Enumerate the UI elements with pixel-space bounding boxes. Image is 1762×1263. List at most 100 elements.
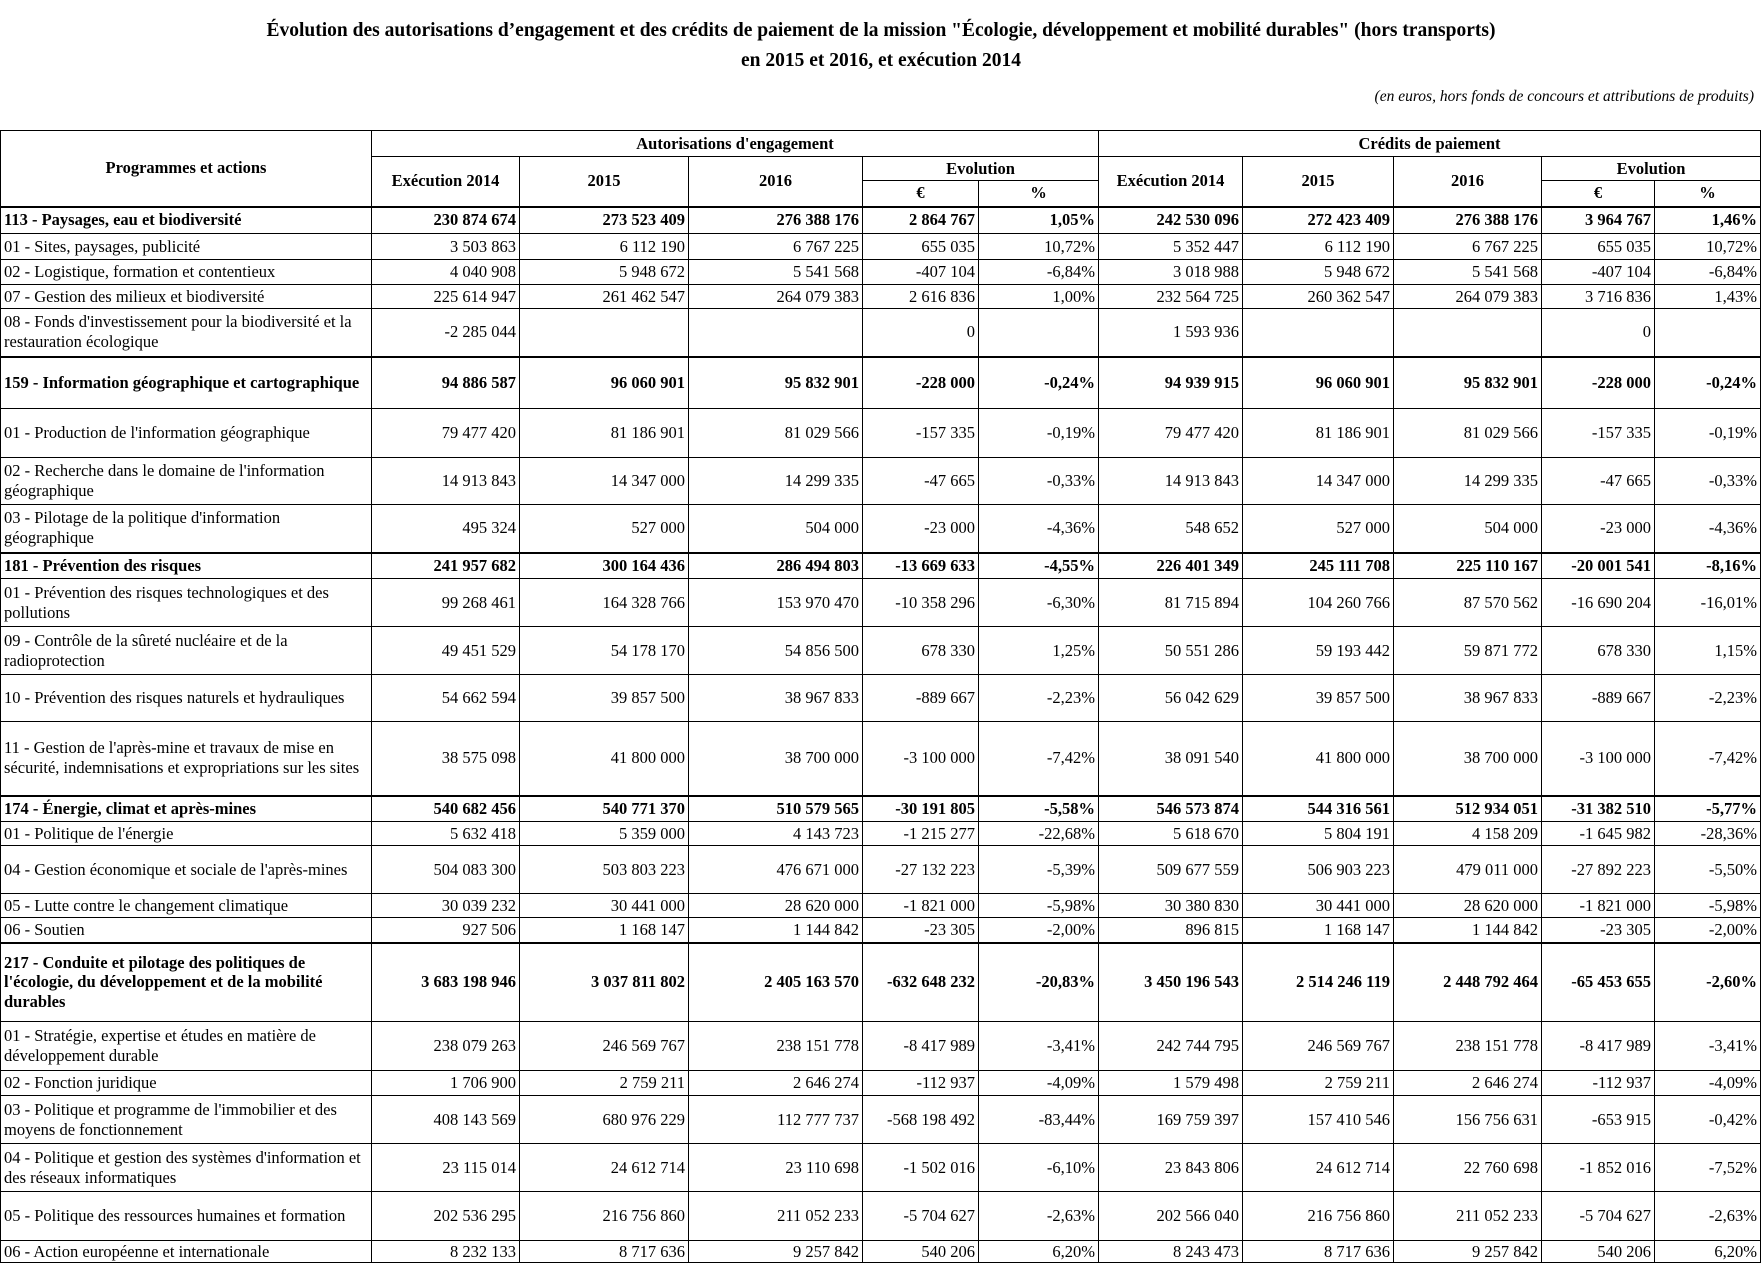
cell: 8 717 636 bbox=[1242, 1240, 1395, 1263]
cell: 1,25% bbox=[977, 626, 1100, 675]
cell: 95 832 901 bbox=[688, 356, 863, 409]
row-label: 01 - Politique de l'énergie bbox=[0, 821, 372, 846]
action-row: 02 - Fonction juridique 1 706 900 2 759 21… bbox=[0, 1070, 1762, 1096]
action-row: 01 - Prévention des risques technologiqu… bbox=[0, 578, 1762, 627]
cell: 655 035 bbox=[1541, 233, 1656, 260]
cell: -5,58% bbox=[977, 795, 1100, 822]
cell: -653 915 bbox=[1541, 1095, 1656, 1144]
cell: 23 115 014 bbox=[371, 1143, 520, 1192]
cell: -28,36% bbox=[1654, 821, 1762, 846]
cell: -0,24% bbox=[1654, 356, 1762, 409]
row-label: 01 - Production de l'information géograp… bbox=[0, 408, 372, 458]
row-label: 06 - Soutien bbox=[0, 917, 372, 943]
program-row: 217 - Conduite et pilotage des politique… bbox=[0, 942, 1762, 1022]
cell: 1,00% bbox=[977, 284, 1100, 309]
cell: -112 937 bbox=[1541, 1070, 1656, 1096]
cell: -1 502 016 bbox=[862, 1143, 979, 1192]
cell: -8 417 989 bbox=[1541, 1021, 1656, 1071]
unit-header: % bbox=[977, 180, 1100, 207]
cell: 8 243 473 bbox=[1098, 1240, 1244, 1263]
cell: 54 178 170 bbox=[519, 626, 689, 675]
cell: 99 268 461 bbox=[371, 578, 520, 627]
cell: 1 579 498 bbox=[1098, 1070, 1244, 1096]
row-label: 04 - Politique et gestion des systèmes d… bbox=[0, 1143, 372, 1192]
cell: -407 104 bbox=[862, 259, 979, 285]
row-label: 11 - Gestion de l'après-mine et travaux … bbox=[0, 721, 372, 796]
cell: 14 347 000 bbox=[1242, 457, 1395, 505]
cell: 202 536 295 bbox=[371, 1191, 520, 1241]
cell: 8 717 636 bbox=[519, 1240, 689, 1263]
row-label: 03 - Politique et programme de l'immobil… bbox=[0, 1095, 372, 1144]
cell: 5 948 672 bbox=[519, 259, 689, 285]
cell: -3 100 000 bbox=[862, 721, 979, 796]
cell: 54 662 594 bbox=[371, 674, 520, 722]
cell: 261 462 547 bbox=[519, 284, 689, 309]
action-row: 05 - Lutte contre le changement climatiq… bbox=[0, 893, 1762, 918]
cell: -4,09% bbox=[1654, 1070, 1762, 1096]
cell: 81 186 901 bbox=[519, 408, 689, 458]
unit-header: % bbox=[1654, 180, 1762, 207]
cell: 2 514 246 119 bbox=[1242, 942, 1395, 1022]
cell: 14 913 843 bbox=[371, 457, 520, 505]
cell: 5 352 447 bbox=[1098, 233, 1244, 260]
cell: 216 756 860 bbox=[1242, 1191, 1395, 1241]
cell: 273 523 409 bbox=[519, 206, 689, 234]
row-label: 05 - Lutte contre le changement climatiq… bbox=[0, 893, 372, 918]
row-label: 02 - Logistique, formation et contentieu… bbox=[0, 259, 372, 285]
cell: 264 079 383 bbox=[688, 284, 863, 309]
cell: -4,55% bbox=[977, 552, 1100, 579]
cell: -0,42% bbox=[1654, 1095, 1762, 1144]
action-row: 11 - Gestion de l'après-mine et travaux … bbox=[0, 721, 1762, 796]
cell: 246 569 767 bbox=[1242, 1021, 1395, 1071]
cell bbox=[1654, 308, 1762, 357]
cell: 2 448 792 464 bbox=[1393, 942, 1543, 1022]
cell: 156 756 631 bbox=[1393, 1095, 1543, 1144]
cell: -0,33% bbox=[977, 457, 1100, 505]
row-label: 159 - Information géographique et cartog… bbox=[0, 356, 372, 409]
cell: 276 388 176 bbox=[688, 206, 863, 234]
cell bbox=[977, 308, 1100, 357]
cell: 59 871 772 bbox=[1393, 626, 1543, 675]
action-row: 01 - Politique de l'énergie 5 632 418 5 35… bbox=[0, 821, 1762, 846]
cell: 504 000 bbox=[688, 504, 863, 553]
title-line: Évolution des autorisations d’engagement… bbox=[266, 20, 1496, 41]
cell: 81 029 566 bbox=[1393, 408, 1543, 458]
cell: 22 760 698 bbox=[1393, 1143, 1543, 1192]
cell: 5 618 670 bbox=[1098, 821, 1244, 846]
cell: 38 700 000 bbox=[1393, 721, 1543, 796]
action-row: 03 - Politique et programme de l'immobil… bbox=[0, 1095, 1762, 1144]
cell: -3 100 000 bbox=[1541, 721, 1656, 796]
cell: -3,41% bbox=[977, 1021, 1100, 1071]
column-header: 2016 bbox=[1393, 156, 1543, 207]
cell: -4,36% bbox=[977, 504, 1100, 553]
cell: 1 168 147 bbox=[519, 917, 689, 943]
cell: -1 852 016 bbox=[1541, 1143, 1656, 1192]
cell: 5 804 191 bbox=[1242, 821, 1395, 846]
cell: 5 359 000 bbox=[519, 821, 689, 846]
row-label: 04 - Gestion économique et sociale de l'… bbox=[0, 845, 372, 894]
cell: 10,72% bbox=[977, 233, 1100, 260]
action-row: 10 - Prévention des risques naturels et … bbox=[0, 674, 1762, 722]
cell: 238 151 778 bbox=[688, 1021, 863, 1071]
cell: 479 011 000 bbox=[1393, 845, 1543, 894]
cell: 38 700 000 bbox=[688, 721, 863, 796]
cell: 24 612 714 bbox=[1242, 1143, 1395, 1192]
cell: -157 335 bbox=[862, 408, 979, 458]
cell: 81 715 894 bbox=[1098, 578, 1244, 627]
cell: 242 530 096 bbox=[1098, 206, 1244, 234]
cell: 5 541 568 bbox=[688, 259, 863, 285]
cell bbox=[519, 308, 689, 357]
cell: 0 bbox=[862, 308, 979, 357]
cell: 264 079 383 bbox=[1393, 284, 1543, 309]
cell: -6,30% bbox=[977, 578, 1100, 627]
group-header: Crédits de paiement bbox=[1098, 130, 1762, 157]
cell: 9 257 842 bbox=[688, 1240, 863, 1263]
row-header: Programmes et actions bbox=[0, 130, 372, 207]
row-label: 08 - Fonds d'investissement pour la biod… bbox=[0, 308, 372, 357]
row-label: 05 - Politique des ressources humaines e… bbox=[0, 1191, 372, 1241]
cell: -47 665 bbox=[862, 457, 979, 505]
cell: 276 388 176 bbox=[1393, 206, 1543, 234]
column-header: Exécution 2014 bbox=[371, 156, 520, 207]
cell: 81 186 901 bbox=[1242, 408, 1395, 458]
cell: 41 800 000 bbox=[519, 721, 689, 796]
